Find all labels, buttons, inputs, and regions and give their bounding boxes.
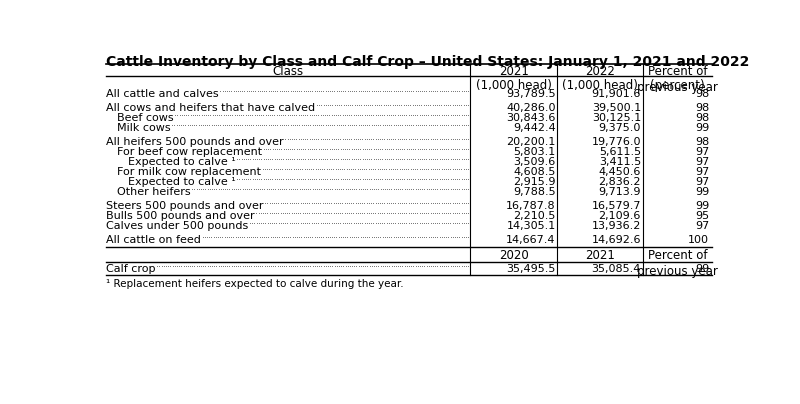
Text: (1,000 head): (1,000 head) (476, 78, 552, 92)
Text: 3,411.5: 3,411.5 (598, 157, 641, 167)
Text: 2,836.2: 2,836.2 (598, 177, 641, 187)
Text: Percent of
previous year: Percent of previous year (637, 249, 718, 278)
Text: Expected to calve ¹: Expected to calve ¹ (128, 157, 236, 167)
Text: Steers 500 pounds and over: Steers 500 pounds and over (106, 201, 264, 211)
Text: 16,787.8: 16,787.8 (506, 201, 556, 211)
Text: 30,125.1: 30,125.1 (592, 113, 641, 123)
Text: 3,509.6: 3,509.6 (514, 157, 556, 167)
Text: 93,789.5: 93,789.5 (506, 89, 556, 99)
Text: 9,788.5: 9,788.5 (513, 187, 556, 197)
Text: Other heifers: Other heifers (117, 187, 190, 197)
Text: 98: 98 (695, 137, 709, 147)
Text: 97: 97 (695, 221, 709, 231)
Text: 91,901.6: 91,901.6 (591, 89, 641, 99)
Text: All cattle and calves: All cattle and calves (106, 89, 219, 99)
Text: Milk cows: Milk cows (117, 123, 170, 133)
Text: Bulls 500 pounds and over: Bulls 500 pounds and over (106, 211, 255, 221)
Text: 2021: 2021 (499, 65, 529, 78)
Text: 99: 99 (695, 264, 709, 274)
Text: 2,915.9: 2,915.9 (514, 177, 556, 187)
Text: 5,803.1: 5,803.1 (514, 147, 556, 157)
Text: 9,375.0: 9,375.0 (598, 123, 641, 133)
Text: 35,495.5: 35,495.5 (506, 264, 556, 274)
Text: 9,442.4: 9,442.4 (513, 123, 556, 133)
Text: (percent): (percent) (650, 78, 705, 92)
Text: 97: 97 (695, 157, 709, 167)
Text: 30,843.6: 30,843.6 (506, 113, 556, 123)
Text: Beef cows: Beef cows (117, 113, 174, 123)
Text: 4,450.6: 4,450.6 (598, 167, 641, 177)
Text: 97: 97 (695, 167, 709, 177)
Text: (1,000 head): (1,000 head) (562, 78, 638, 92)
Text: 14,692.6: 14,692.6 (591, 235, 641, 245)
Text: 2,109.6: 2,109.6 (598, 211, 641, 221)
Text: 14,305.1: 14,305.1 (506, 221, 556, 231)
Text: Expected to calve ¹: Expected to calve ¹ (128, 177, 236, 187)
Text: 97: 97 (695, 177, 709, 187)
Text: For beef cow replacement: For beef cow replacement (117, 147, 262, 157)
Text: 19,776.0: 19,776.0 (591, 137, 641, 147)
Text: 97: 97 (695, 147, 709, 157)
Text: 99: 99 (695, 123, 709, 133)
Text: 35,085.4: 35,085.4 (591, 264, 641, 274)
Text: 98: 98 (695, 113, 709, 123)
Text: 4,608.5: 4,608.5 (514, 167, 556, 177)
Text: Class: Class (273, 65, 304, 78)
Text: 99: 99 (695, 187, 709, 197)
Text: ¹ Replacement heifers expected to calve during the year.: ¹ Replacement heifers expected to calve … (106, 279, 404, 289)
Text: 39,500.1: 39,500.1 (592, 103, 641, 113)
Text: 2021: 2021 (585, 249, 615, 263)
Text: 40,286.0: 40,286.0 (506, 103, 556, 113)
Text: All heifers 500 pounds and over: All heifers 500 pounds and over (106, 137, 284, 147)
Text: 14,667.4: 14,667.4 (506, 235, 556, 245)
Text: 16,579.7: 16,579.7 (591, 201, 641, 211)
Text: 99: 99 (695, 201, 709, 211)
Text: For milk cow replacement: For milk cow replacement (117, 167, 261, 177)
Text: 95: 95 (695, 211, 709, 221)
Text: 2022: 2022 (585, 65, 615, 78)
Text: 5,611.5: 5,611.5 (599, 147, 641, 157)
Text: 2020: 2020 (499, 249, 529, 263)
Text: All cattle on feed: All cattle on feed (106, 235, 201, 245)
Text: 13,936.2: 13,936.2 (591, 221, 641, 231)
Text: Percent of
previous year: Percent of previous year (637, 65, 718, 95)
Text: 9,713.9: 9,713.9 (598, 187, 641, 197)
Text: Calf crop: Calf crop (106, 264, 156, 274)
Text: 98: 98 (695, 103, 709, 113)
Text: Calves under 500 pounds: Calves under 500 pounds (106, 221, 249, 231)
Text: Cattle Inventory by Class and Calf Crop – United States: January 1, 2021 and 202: Cattle Inventory by Class and Calf Crop … (106, 55, 750, 69)
Text: 20,200.1: 20,200.1 (506, 137, 556, 147)
Text: 2,210.5: 2,210.5 (514, 211, 556, 221)
Text: 100: 100 (688, 235, 709, 245)
Text: All cows and heifers that have calved: All cows and heifers that have calved (106, 103, 315, 113)
Text: 98: 98 (695, 89, 709, 99)
